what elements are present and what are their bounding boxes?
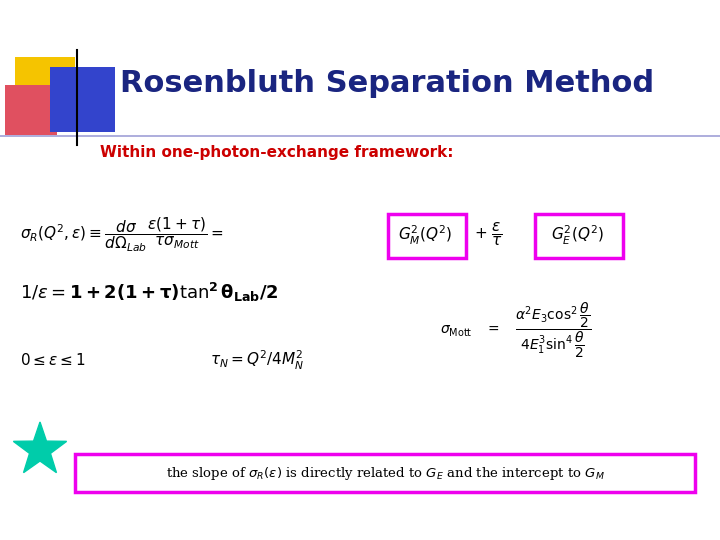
Text: $1/\varepsilon = \mathbf{1 + 2(1+\tau)\tan^2\theta_{Lab}/2}$: $1/\varepsilon = \mathbf{1 + 2(1+\tau)\t… [20, 280, 279, 303]
Polygon shape [14, 422, 67, 472]
Text: $\sigma_R(Q^2,\varepsilon) \equiv \dfrac{d\sigma}{d\Omega_{Lab}} \dfrac{\varepsi: $\sigma_R(Q^2,\varepsilon) \equiv \dfrac… [20, 216, 223, 254]
Bar [5, 85, 57, 135]
Text: $\tau_N = Q^2/4M_N^2$: $\tau_N = Q^2/4M_N^2$ [210, 348, 305, 372]
Text: Rosenbluth Separation Method: Rosenbluth Separation Method [120, 69, 654, 98]
Text: $G_E^2(Q^2)$: $G_E^2(Q^2)$ [552, 224, 605, 247]
Bar [50, 67, 115, 132]
Text: $0 \leq \varepsilon \leq 1$: $0 \leq \varepsilon \leq 1$ [20, 352, 86, 368]
Bar [75, 454, 695, 492]
Text: $\sigma_{\rm Mott}\ \ \ =\ \ \ \dfrac{\alpha^2 E_3 \cos^2\dfrac{\theta}{2}}{4E_1: $\sigma_{\rm Mott}\ \ \ =\ \ \ \dfrac{\a… [440, 300, 592, 360]
Text: $G_M^2(Q^2)$: $G_M^2(Q^2)$ [397, 224, 452, 247]
Bar [15, 57, 75, 115]
Bar [388, 214, 466, 258]
Bar [535, 214, 623, 258]
Text: the slope of $\sigma_R(\varepsilon)$ is directly related to $G_E$ and the interc: the slope of $\sigma_R(\varepsilon)$ is … [166, 464, 604, 482]
Text: $+\ \dfrac{\varepsilon}{\tau}$: $+\ \dfrac{\varepsilon}{\tau}$ [474, 221, 503, 248]
Text: Within one-photon-exchange framework:: Within one-photon-exchange framework: [100, 145, 454, 160]
